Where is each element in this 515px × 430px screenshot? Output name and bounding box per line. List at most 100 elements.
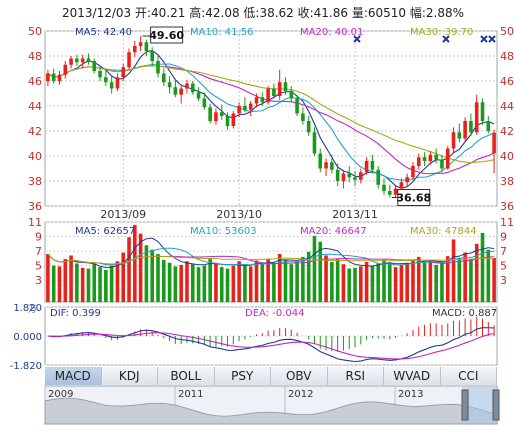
volume-tick-right: 7 xyxy=(500,245,507,258)
volume-bar xyxy=(440,262,444,302)
date-tick-label: 2013/11 xyxy=(332,208,378,221)
candle xyxy=(416,157,421,166)
volume-bar xyxy=(185,261,189,302)
candle xyxy=(457,132,462,139)
volume-bar xyxy=(306,251,311,302)
event-marker-icon xyxy=(480,35,488,43)
event-marker-icon xyxy=(488,35,496,43)
price-legend-3: MA20: 40.01 xyxy=(300,27,363,38)
volume-bar xyxy=(208,259,212,302)
candle xyxy=(231,113,236,126)
candle xyxy=(428,154,433,161)
candle xyxy=(335,169,340,181)
volume-bar xyxy=(243,264,247,302)
volume-bar xyxy=(393,267,398,302)
macd-tick: 0.000 xyxy=(13,332,42,343)
price-tick-right: 38 xyxy=(500,175,514,188)
candle xyxy=(225,116,230,126)
volume-bar xyxy=(109,265,114,302)
volume-bar xyxy=(411,259,415,302)
tab-rsi[interactable]: RSI xyxy=(327,367,384,385)
volume-bar xyxy=(289,264,294,302)
candle xyxy=(347,173,352,178)
candle xyxy=(382,184,386,191)
candle xyxy=(434,154,438,160)
volume-bar xyxy=(463,252,467,302)
ma5-line xyxy=(47,49,495,189)
price-tick-left: 44 xyxy=(28,100,42,113)
overview-tick-label: 2013 xyxy=(398,389,423,400)
volume-bar xyxy=(248,266,253,302)
candle xyxy=(469,121,473,133)
candle xyxy=(121,67,126,78)
volume-legend-1: MA5: 62657 xyxy=(75,226,135,237)
volume-bar xyxy=(214,262,218,302)
price-tick-left: 50 xyxy=(28,25,42,38)
candle xyxy=(318,153,323,169)
tab-obv[interactable]: OBV xyxy=(271,367,328,385)
candle xyxy=(393,188,398,195)
volume-bar xyxy=(57,266,62,302)
candle xyxy=(243,106,247,110)
candle xyxy=(98,71,102,78)
candle xyxy=(486,121,491,131)
volume-bar xyxy=(46,254,50,302)
overview-area xyxy=(44,397,498,425)
volume-bar xyxy=(341,264,346,302)
volume-bar xyxy=(434,264,438,302)
tab-psy[interactable]: PSY xyxy=(214,367,271,385)
volume-bar xyxy=(150,249,155,302)
candle xyxy=(283,82,288,91)
tab-macd[interactable]: MACD xyxy=(45,367,102,385)
macd-tick: 1.820 xyxy=(13,303,42,314)
price-tick-left: 46 xyxy=(28,75,42,88)
volume-legend-3: MA20: 46647 xyxy=(300,226,367,237)
candle xyxy=(63,64,68,75)
candle xyxy=(202,98,207,108)
volume-bar xyxy=(121,252,126,302)
overview-handle-left[interactable] xyxy=(461,389,469,421)
tab-cci[interactable]: CCI xyxy=(440,367,497,385)
volume-bar xyxy=(98,267,102,302)
macd-legend: MACD: 0.887 xyxy=(432,308,497,319)
overview-handle-right[interactable] xyxy=(492,389,500,421)
candle xyxy=(266,88,270,103)
volume-bar xyxy=(133,224,137,302)
candle xyxy=(370,161,375,170)
candle xyxy=(301,113,305,121)
candle xyxy=(104,77,108,83)
candle xyxy=(185,83,189,89)
volume-bar xyxy=(492,258,496,302)
candle xyxy=(109,82,114,89)
candle xyxy=(341,173,346,181)
candle xyxy=(353,177,357,180)
dea-line xyxy=(47,332,495,360)
candle xyxy=(167,82,172,88)
volume-bar xyxy=(219,267,224,302)
volume-bar xyxy=(324,255,328,302)
candle xyxy=(248,103,253,110)
price-tick-right: 50 xyxy=(500,25,514,38)
candle xyxy=(75,58,79,63)
price-tick-right: 44 xyxy=(500,100,514,113)
candle xyxy=(156,61,160,74)
volume-bar xyxy=(370,265,375,302)
candle xyxy=(277,82,282,96)
candle xyxy=(376,169,381,185)
tab-boll[interactable]: BOLL xyxy=(158,367,215,385)
tab-kdj[interactable]: KDJ xyxy=(101,367,158,385)
tab-wvad[interactable]: WVAD xyxy=(384,367,441,385)
volume-bar xyxy=(266,259,270,302)
candle xyxy=(492,132,496,154)
candle xyxy=(214,112,218,121)
date-tick-label: 2013/09 xyxy=(100,208,146,221)
volume-tick-left: 3 xyxy=(35,274,42,287)
volume-bar xyxy=(156,254,160,302)
volume-tick-left: 5 xyxy=(35,260,42,273)
volume-bar xyxy=(387,262,392,302)
volume-bar xyxy=(190,264,195,302)
price-legend-1: MA5: 42.40 xyxy=(75,27,132,38)
event-marker-icon xyxy=(442,35,450,43)
candle xyxy=(219,112,224,116)
